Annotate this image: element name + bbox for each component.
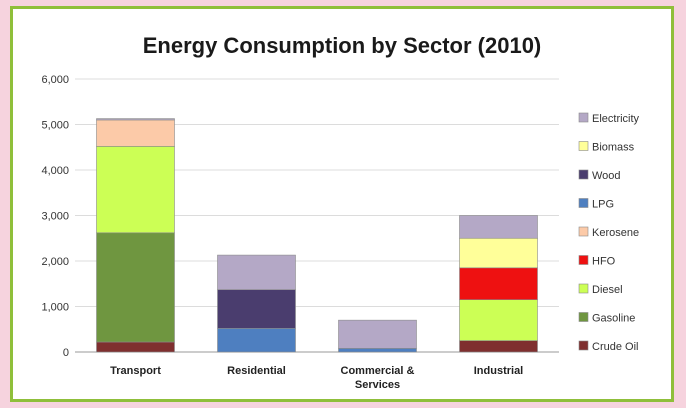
legend-swatch — [578, 198, 589, 208]
chart-title: Energy Consumption by Sector (2010) — [143, 33, 542, 58]
legend-swatch — [578, 283, 589, 294]
chart-frame: Energy Consumption by Sector (2010) 0 1,0… — [10, 6, 674, 402]
bar-segment — [96, 119, 175, 147]
y-tick-label: 0 — [63, 347, 69, 359]
bar-segment — [96, 341, 175, 353]
x-category-label: Residential — [227, 365, 286, 377]
y-tick-label: 4,000 — [41, 165, 69, 177]
bar-segment — [217, 289, 296, 329]
bar-segment — [96, 118, 175, 121]
bar-segment — [459, 340, 538, 353]
bar-segment — [459, 215, 538, 239]
legend-swatch — [578, 255, 589, 265]
legend-swatch — [578, 340, 589, 351]
y-tick-label: 2,000 — [41, 256, 69, 268]
legend-label: Kerosene — [592, 227, 639, 239]
legend-label: Diesel — [592, 284, 623, 296]
chart-area: Energy Consumption by Sector (2010) 0 1,0… — [41, 33, 640, 391]
y-axis-ticks: 0 1,000 2,000 3,000 4,000 5,000 6,000 — [41, 74, 69, 359]
bars — [96, 118, 538, 353]
bar-segment — [217, 328, 296, 353]
legend-label: Wood — [592, 170, 621, 182]
y-tick-label: 3,000 — [41, 211, 69, 223]
bar-segment — [459, 267, 538, 300]
legend-label: Gasoline — [592, 313, 635, 325]
legend-swatch — [578, 226, 589, 237]
bar-segment — [459, 299, 538, 341]
legend-label: Crude Oil — [592, 341, 638, 353]
legend-label: Biomass — [592, 142, 635, 154]
bar-segment — [96, 232, 175, 343]
y-tick-label: 6,000 — [41, 74, 69, 86]
legend-label: HFO — [592, 256, 616, 268]
bar-segment — [217, 254, 296, 290]
legend-label: Electricity — [592, 113, 640, 125]
legend-label: LPG — [592, 199, 614, 211]
y-tick-label: 1,000 — [41, 302, 69, 314]
legend-swatch — [578, 312, 589, 322]
bar-segment — [338, 348, 417, 353]
legend-swatch — [578, 169, 589, 180]
x-axis-categories: Transport Residential Commercial & Services… — [110, 365, 523, 391]
x-category-label-line: Industrial — [474, 365, 524, 377]
legend: Electricity Biomass Wood LPG Kerosene HFO Dies… — [578, 112, 640, 353]
bar-segment — [96, 146, 175, 234]
bar-segment — [338, 319, 417, 349]
bar-segment — [459, 237, 538, 269]
x-category-label: Commercial & Services — [341, 365, 415, 391]
legend-swatch — [578, 141, 589, 151]
x-category-label-line: Transport — [110, 365, 161, 377]
x-category-label-line: Services — [355, 379, 400, 391]
x-category-label-line: Commercial & — [341, 365, 415, 377]
y-tick-label: 5,000 — [41, 120, 69, 132]
legend-swatch — [578, 112, 589, 123]
x-category-label: Transport — [110, 365, 161, 377]
x-category-label-line: Residential — [227, 365, 286, 377]
x-category-label: Industrial — [474, 365, 524, 377]
